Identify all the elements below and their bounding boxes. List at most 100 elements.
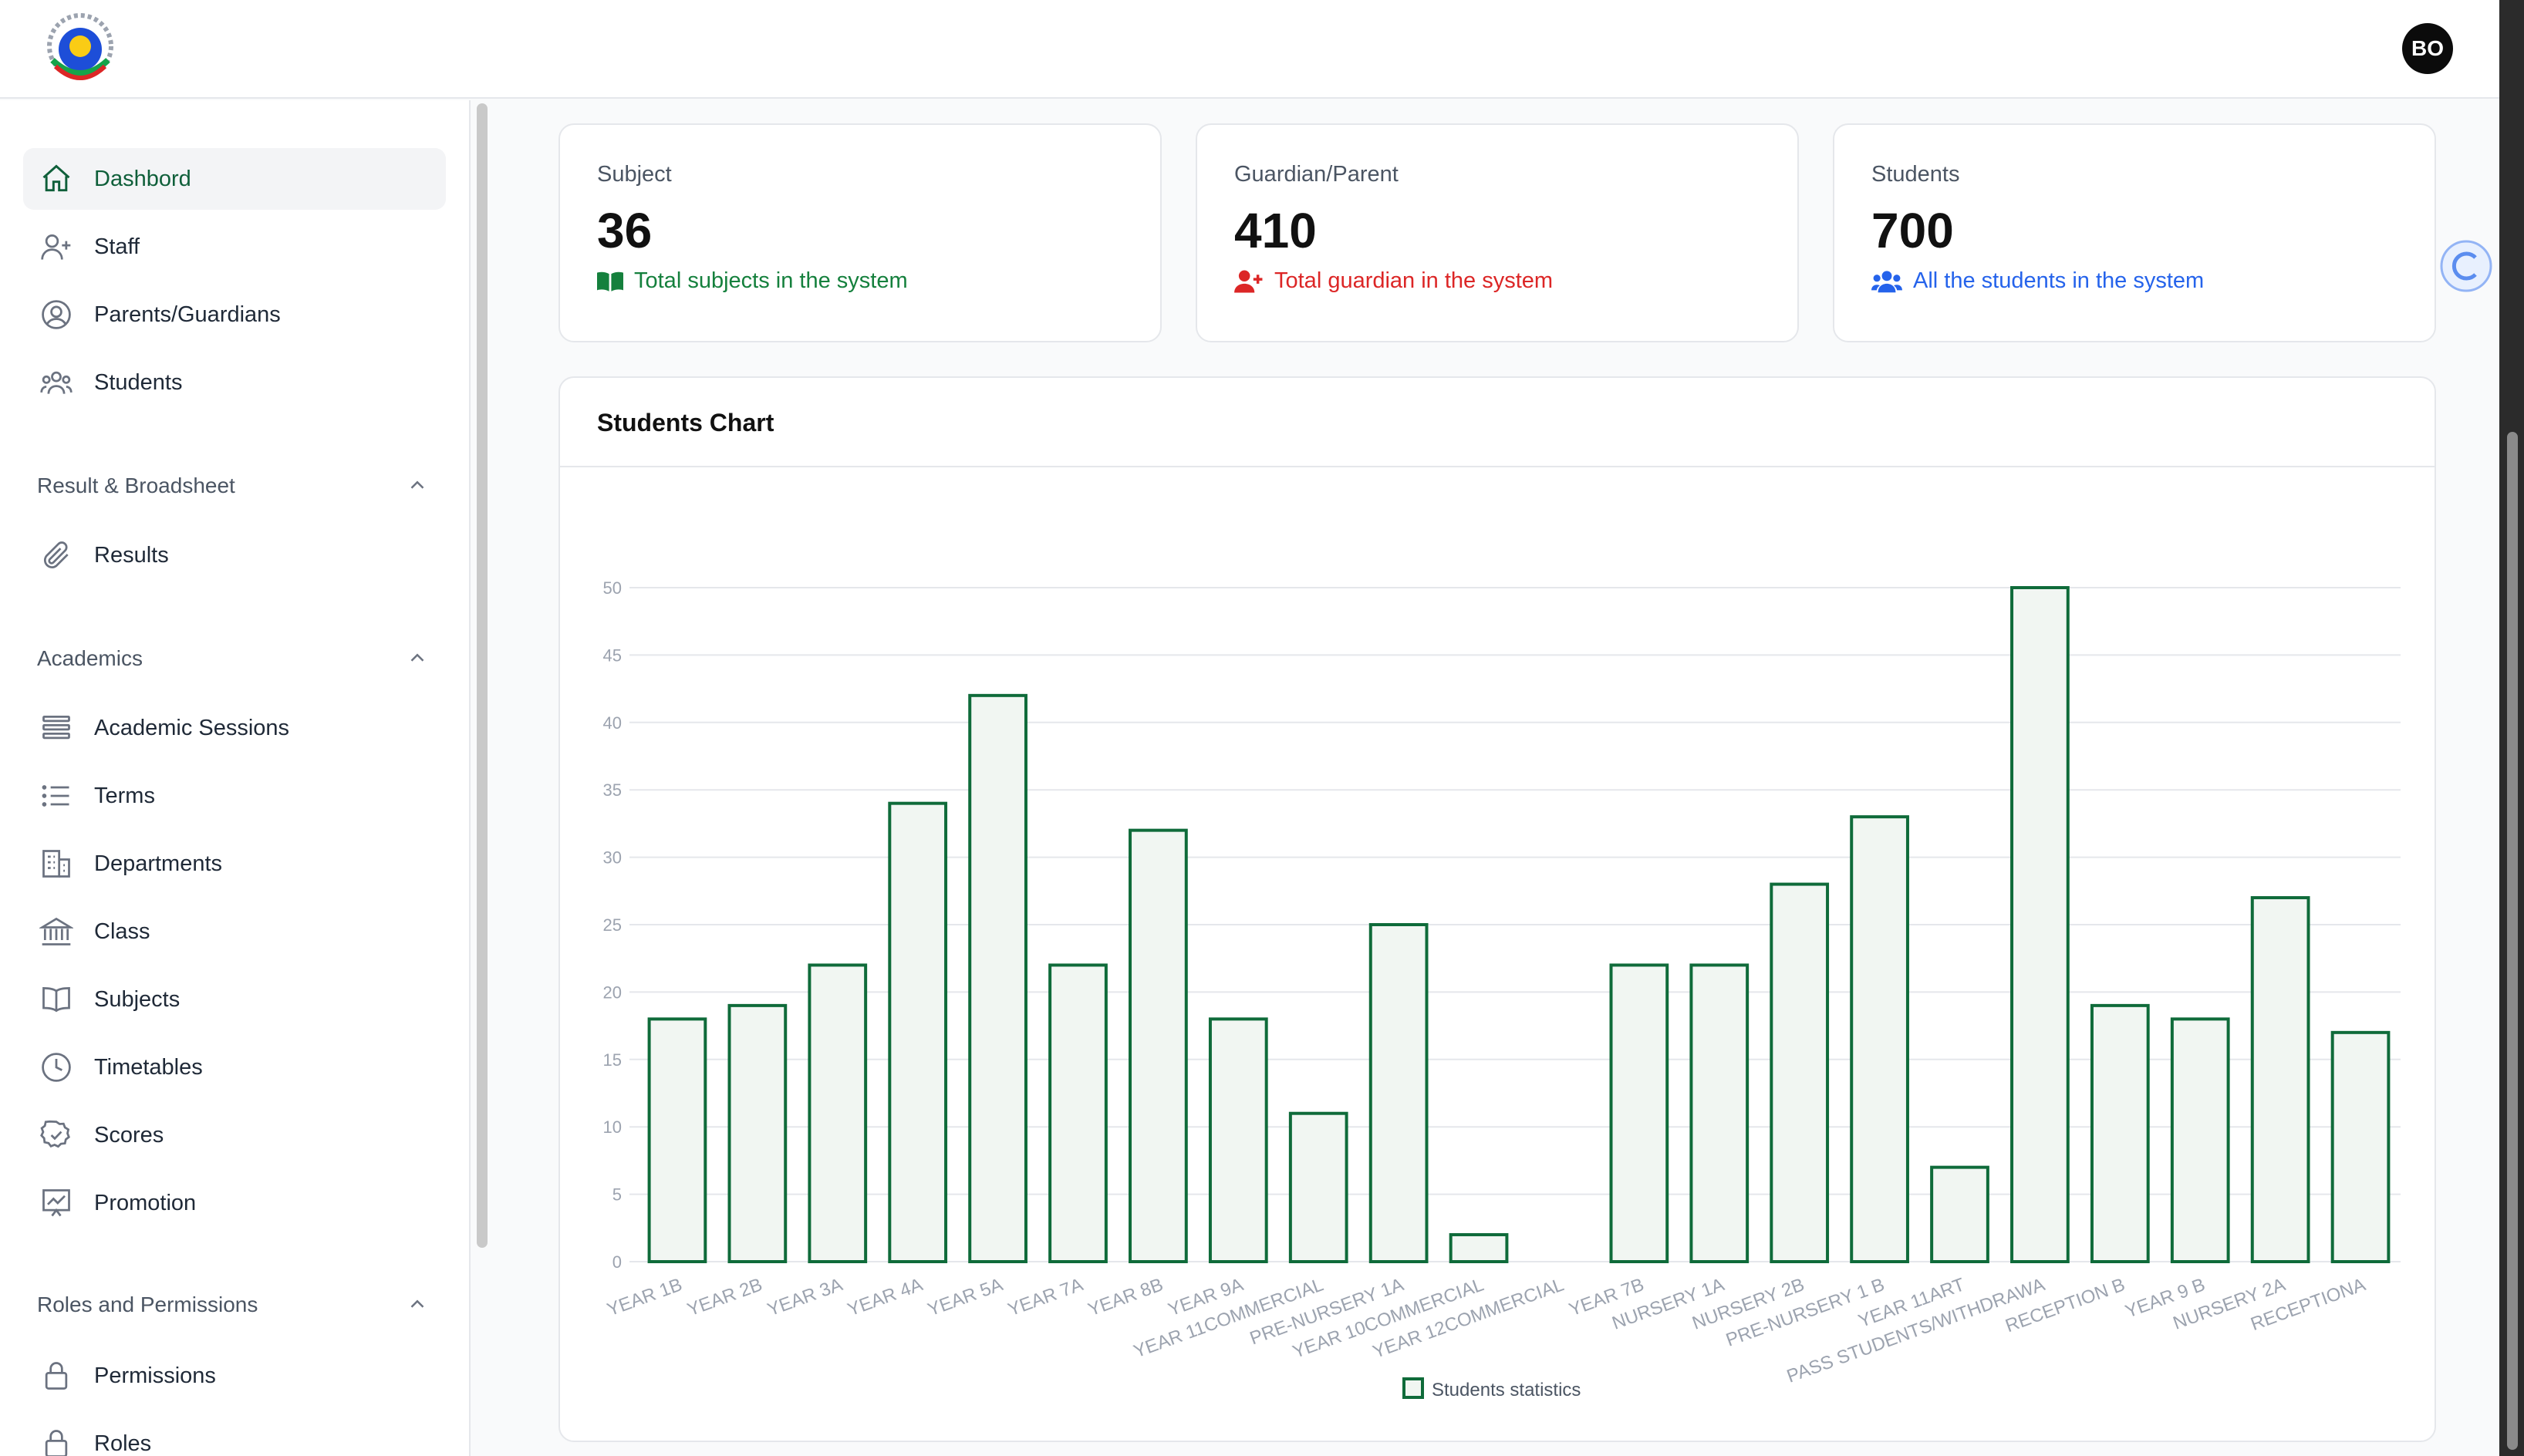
sidebar-item-roles[interactable]: Roles: [23, 1413, 446, 1456]
sidebar-item-scores[interactable]: Scores: [23, 1104, 446, 1166]
sidebar-item-subjects[interactable]: Subjects: [23, 969, 446, 1030]
sidebar: Dashbord Staff Parents/Guardians Student…: [0, 100, 471, 1456]
sidebar-scrollbar[interactable]: [477, 103, 488, 1248]
sidebar-item-results[interactable]: Results: [23, 524, 446, 586]
users-icon: [39, 365, 74, 400]
chart-bar: [1930, 1165, 1989, 1264]
x-tick-label: YEAR 5A: [925, 1274, 1006, 1320]
sidebar-item-label: Parents/Guardians: [94, 302, 281, 327]
chart-bar: [1288, 1111, 1348, 1263]
chart-bar: [1609, 963, 1669, 1263]
sidebar-item-terms[interactable]: Terms: [23, 765, 446, 827]
sidebar-item-label: Students: [94, 369, 183, 395]
school-logo[interactable]: [37, 12, 123, 85]
stat-label: Subject: [597, 162, 672, 187]
sidebar-item-label: Dashbord: [94, 166, 191, 191]
sidebar-item-label: Results: [94, 542, 169, 568]
book-open-icon: [597, 271, 623, 292]
floating-assistant-icon[interactable]: [2439, 239, 2493, 293]
sidebar-item-label: Class: [94, 918, 150, 944]
sidebar-item-label: Timetables: [94, 1054, 203, 1080]
chart-bar: [1129, 828, 1188, 1263]
stat-description: Total guardian in the system: [1234, 268, 1553, 294]
sidebar-item-academic-sessions[interactable]: Academic Sessions: [23, 697, 446, 759]
stat-description: All the students in the system: [1871, 268, 2204, 294]
user-plus-icon: [1234, 269, 1263, 293]
chart-bar: [2250, 896, 2310, 1263]
sidebar-item-staff[interactable]: Staff: [23, 216, 446, 278]
sidebar-item-label: Subjects: [94, 986, 181, 1012]
chart-bar: [1208, 1017, 1268, 1263]
home-icon: [39, 161, 74, 197]
chart-bar: [2090, 1003, 2150, 1263]
chart-card-header: Students Chart: [560, 378, 2435, 467]
bank-icon: [39, 914, 74, 949]
chart-bar: [888, 801, 948, 1263]
stack-icon: [39, 710, 74, 746]
x-tick-label: YEAR 3A: [764, 1274, 845, 1320]
chart-bar: [1048, 963, 1108, 1263]
chart-bar: [727, 1003, 788, 1263]
x-tick-label: YEAR 2B: [684, 1274, 765, 1320]
user-plus-icon: [39, 229, 74, 265]
stat-value: 410: [1234, 203, 1317, 258]
stat-description: Total subjects in the system: [597, 268, 908, 294]
legend-label: Students statistics: [1432, 1380, 1581, 1400]
chart-bar: [1850, 815, 1909, 1264]
clock-icon: [39, 1050, 74, 1085]
sidebar-item-parents[interactable]: Parents/Guardians: [23, 284, 446, 345]
chart-bar: [1770, 882, 1830, 1263]
students-bar-chart: 0 5 10 15 20 25 30 35 40 45 50 YEAR 1B YEAR 2B YEAR 3…: [603, 578, 2401, 1400]
section-title-roles: Roles and Permissions: [37, 1293, 258, 1316]
y-tick-label: 35: [603, 780, 622, 800]
page-scrollbar-thumb[interactable]: [2507, 432, 2518, 1450]
sidebar-item-departments[interactable]: Departments: [23, 833, 446, 895]
stat-description-text: All the students in the system: [1913, 268, 2205, 293]
students-chart-card: Students Chart 0 5 10 15 20 25 30 35 40 45 50 YEAR …: [558, 376, 2436, 1442]
chart-bar: [647, 1017, 707, 1263]
stat-card-subjects: Subject 36 Total subjects in the system: [558, 123, 1162, 342]
sidebar-item-label: Academic Sessions: [94, 715, 290, 740]
sidebar-item-dashboard[interactable]: Dashbord: [23, 148, 446, 210]
chart-title: Students Chart: [597, 409, 774, 436]
stat-value: 700: [1871, 203, 1954, 258]
chevron-up-icon[interactable]: [406, 646, 429, 669]
x-tick-label: YEAR 4A: [845, 1274, 926, 1320]
y-tick-label: 0: [612, 1252, 622, 1272]
users-icon: [1871, 270, 1902, 292]
sidebar-item-class[interactable]: Class: [23, 901, 446, 962]
chart-bar: [2330, 1030, 2391, 1264]
chart-bar: [2170, 1017, 2230, 1263]
legend-swatch: [1402, 1377, 1424, 1399]
y-tick-label: 30: [603, 848, 622, 868]
sidebar-item-label: Promotion: [94, 1190, 197, 1215]
chart-icon: [39, 1185, 74, 1221]
user-avatar[interactable]: BO: [2402, 23, 2453, 74]
x-tick-label: YEAR 1B: [604, 1274, 685, 1320]
section-title-academics: Academics: [37, 646, 143, 670]
book-icon: [39, 982, 74, 1017]
y-tick-label: 10: [603, 1117, 622, 1137]
paperclip-icon: [39, 538, 74, 573]
building-icon: [39, 846, 74, 881]
sidebar-item-promotion[interactable]: Promotion: [23, 1172, 446, 1234]
sidebar-item-label: Roles: [94, 1431, 152, 1456]
stat-card-students: Students 700 All the students in the sys…: [1833, 123, 2436, 342]
sidebar-item-label: Staff: [94, 234, 140, 259]
stat-description-text: Total guardian in the system: [1274, 268, 1554, 293]
chevron-up-icon[interactable]: [406, 1293, 429, 1316]
y-tick-label: 20: [603, 982, 622, 1002]
stat-card-guardians: Guardian/Parent 410 Total guardian in th…: [1196, 123, 1799, 342]
chevron-up-icon[interactable]: [406, 474, 429, 497]
x-tick-label: YEAR 7A: [1005, 1274, 1086, 1320]
badge-check-icon: [39, 1117, 74, 1153]
top-bar: BO: [0, 0, 2499, 99]
sidebar-item-timetables[interactable]: Timetables: [23, 1036, 446, 1098]
sidebar-item-permissions[interactable]: Permissions: [23, 1345, 446, 1407]
sidebar-item-students[interactable]: Students: [23, 352, 446, 413]
list-icon: [39, 778, 74, 814]
lock-icon: [39, 1358, 74, 1394]
section-title-results: Result & Broadsheet: [37, 474, 235, 497]
sidebar-item-label: Departments: [94, 851, 223, 876]
lock-icon: [39, 1426, 74, 1456]
